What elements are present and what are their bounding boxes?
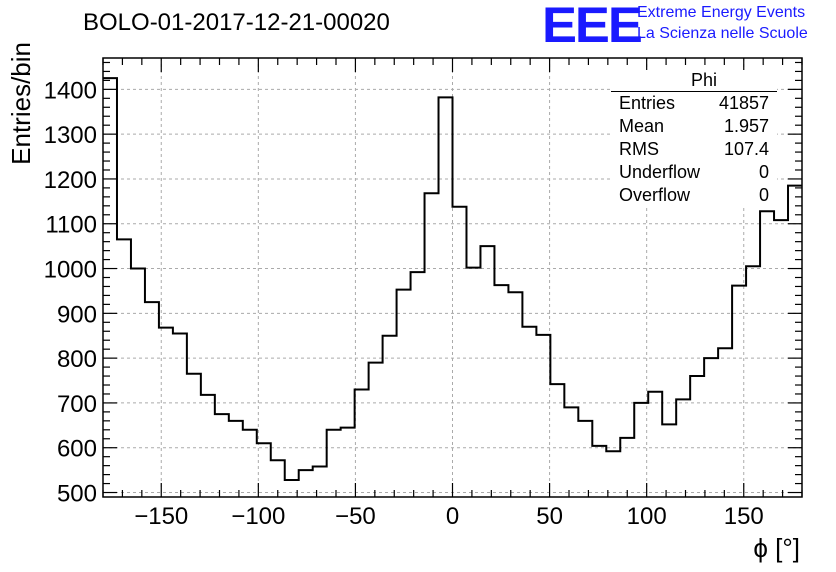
histogram-outline	[103, 77, 802, 481]
x-tick-labels: −150 −100 −50 0 50 100 150	[134, 503, 764, 530]
y-tick-label: 1400	[44, 77, 97, 104]
stats-value: 41857	[718, 93, 769, 113]
x-tick-label: 50	[536, 503, 563, 530]
y-axis-label: Entries/bin	[6, 42, 36, 165]
eee-logo: EEE	[542, 0, 643, 53]
y-tick-label: 500	[57, 481, 97, 508]
y-tick-label: 1000	[44, 257, 97, 284]
y-tick-label: 1100	[45, 212, 97, 239]
stats-row-entries: Entries 41857	[611, 92, 777, 115]
stats-label: Overflow	[619, 185, 691, 205]
x-tick-label: 150	[724, 503, 764, 530]
stats-box: Phi Entries 41857 Mean 1.957 RMS 107.4 U…	[611, 70, 777, 207]
axis-ticks	[102, 58, 803, 497]
x-tick-label: −150	[134, 503, 188, 530]
stats-value: 107.4	[723, 139, 769, 159]
stats-label: Entries	[619, 93, 676, 113]
y-tick-label: 700	[57, 391, 97, 418]
logo-line-2: La Scienza nelle Scuole	[637, 25, 808, 42]
stats-row-overflow: Overflow 0	[611, 184, 777, 207]
y-tick-label: 800	[57, 346, 97, 373]
stats-title: Phi	[611, 70, 777, 92]
stats-value: 0	[758, 162, 769, 182]
stats-label: RMS	[619, 139, 659, 159]
y-tick-label: 900	[57, 301, 97, 328]
stats-row-mean: Mean 1.957	[611, 115, 777, 138]
logo-line-1: Extreme Energy Events	[637, 4, 806, 21]
y-tick-label: 1200	[44, 167, 97, 194]
x-tick-label: −100	[231, 503, 285, 530]
stats-row-rms: RMS 107.4	[611, 138, 777, 161]
x-tick-label: 0	[446, 503, 459, 530]
stats-value: 1.957	[723, 116, 769, 136]
chart-title: BOLO-01-2017-12-21-00020	[83, 9, 390, 36]
stats-value: 0	[758, 185, 769, 205]
x-axis-label: ϕ [°]	[753, 533, 800, 563]
y-tick-label: 600	[57, 436, 97, 463]
y-tick-label: 1300	[44, 122, 97, 149]
logo-caption: Extreme Energy Events La Scienza nelle S…	[637, 2, 808, 44]
y-tick-labels: 500 600 700 800 900 1000 1100 1200 1300 1400	[44, 77, 97, 507]
stats-label: Mean	[619, 116, 665, 136]
stats-label: Underflow	[619, 162, 701, 182]
x-tick-label: 100	[627, 503, 667, 530]
stats-row-underflow: Underflow 0	[611, 161, 777, 184]
x-tick-label: −50	[335, 503, 376, 530]
